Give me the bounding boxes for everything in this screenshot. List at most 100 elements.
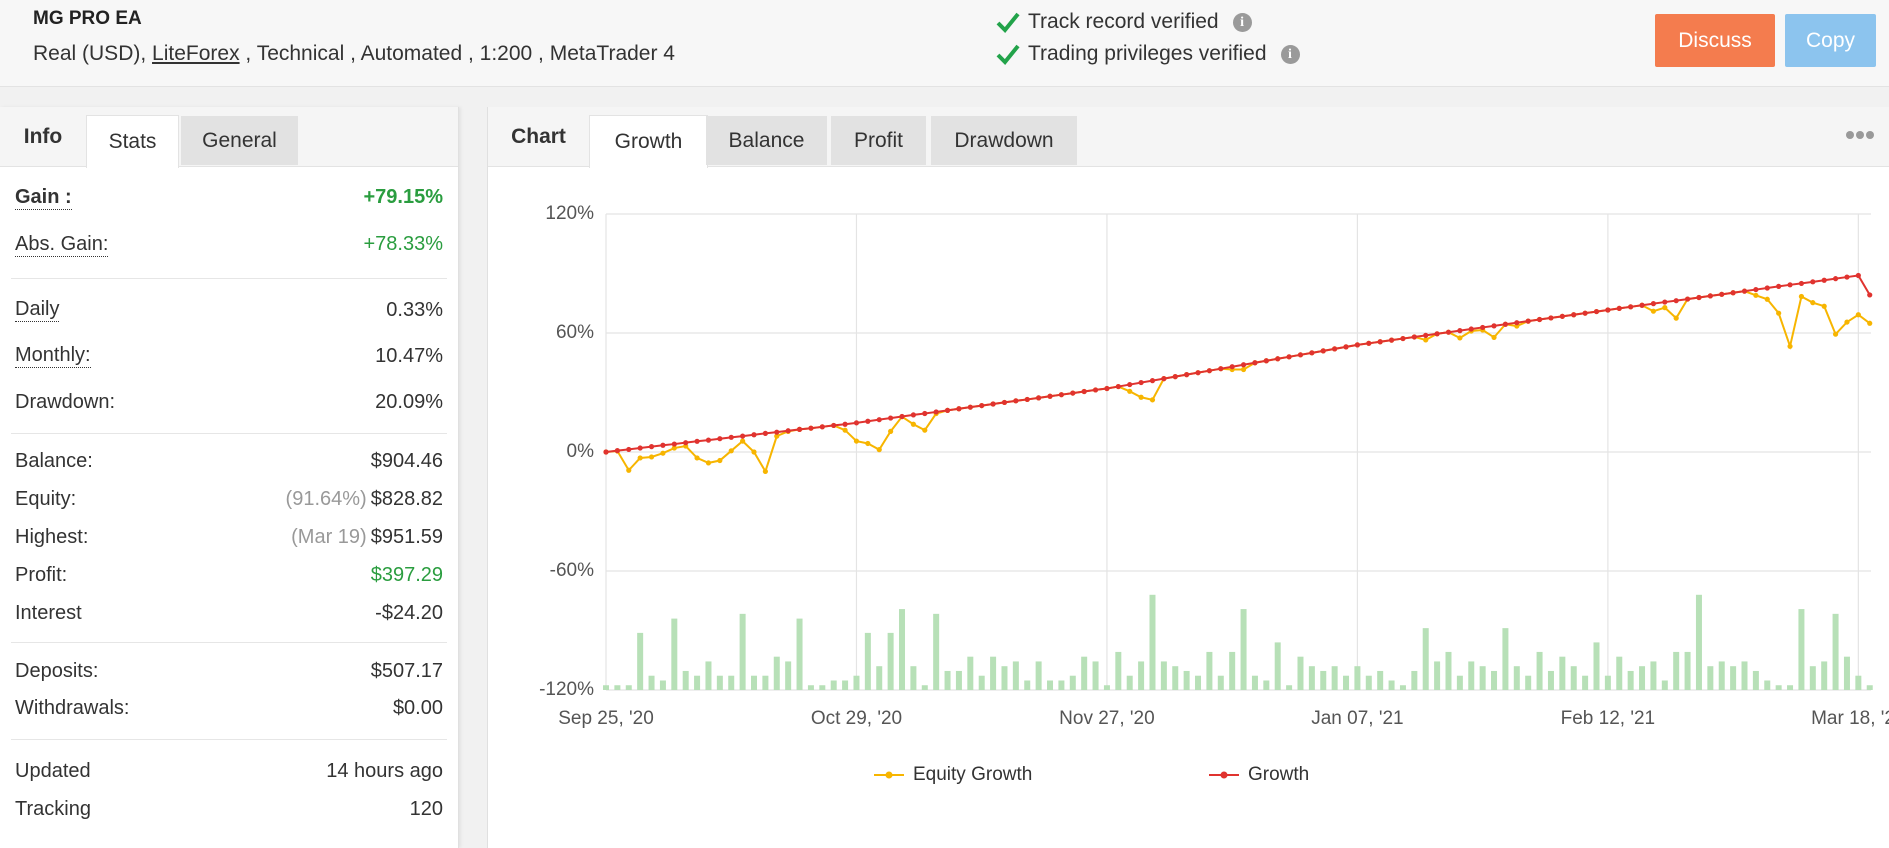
broker-link[interactable]: LiteForex (152, 42, 240, 65)
series-point (1832, 331, 1839, 337)
series-point (774, 429, 780, 435)
series-point (1047, 393, 1053, 399)
stat-label: Monthly: (15, 344, 91, 368)
bar (1365, 675, 1372, 690)
stat-label: Abs. Gain: (15, 232, 109, 257)
series-point (1662, 305, 1668, 311)
series-point (751, 432, 757, 438)
series-point (944, 407, 951, 413)
series-point (1058, 392, 1064, 398)
series-point (1127, 388, 1133, 394)
bar (1149, 594, 1156, 690)
tab[interactable]: Profit (831, 116, 926, 165)
bar (682, 670, 689, 690)
series-point (1092, 387, 1099, 393)
series-point (1127, 381, 1133, 388)
info-icon[interactable]: i (1280, 44, 1300, 64)
bar (671, 618, 678, 690)
series-point (1787, 343, 1793, 349)
stat-label: Deposits: (15, 660, 99, 682)
series-point (1548, 315, 1554, 321)
bar (1160, 661, 1167, 690)
chart-panel: Chart Growth Balance Profit Drawdown 120… (487, 107, 1889, 848)
series-point (1457, 335, 1463, 341)
series-point (1741, 288, 1748, 294)
bar (1399, 685, 1406, 690)
menu-icon[interactable] (1845, 129, 1875, 141)
series-point (1844, 274, 1850, 280)
bar (1012, 661, 1019, 690)
bar (1274, 642, 1281, 690)
x-tick-label: Sep 25, '20 (558, 708, 654, 729)
info-icon[interactable]: i (1232, 12, 1252, 32)
series-point (842, 421, 848, 427)
bar (1217, 675, 1224, 690)
bar (762, 675, 769, 690)
series-point (990, 401, 996, 407)
tab[interactable]: Growth (589, 115, 708, 168)
series-point (1867, 320, 1873, 326)
series-point (1707, 293, 1713, 299)
bar (1525, 675, 1532, 690)
series-point (1673, 315, 1679, 321)
header: MG PRO EA Real (USD), LiteForex , Techni… (0, 0, 1889, 87)
stat-label: Balance: (15, 449, 93, 472)
stat-label: Equity: (15, 487, 77, 510)
series-point (1195, 370, 1201, 376)
series-point (1730, 290, 1736, 296)
series-point (1400, 335, 1406, 342)
bar (1639, 666, 1646, 690)
discuss-button[interactable]: Discuss (1655, 14, 1775, 67)
series-point (1172, 374, 1178, 380)
verification-text: Trading privileges verified (1028, 42, 1267, 65)
tab[interactable]: General (181, 116, 298, 165)
stat-value: $507.17 (370, 660, 443, 682)
series-point (1297, 352, 1304, 358)
series-point (1616, 305, 1622, 312)
series-point (1855, 312, 1861, 318)
bar (694, 675, 701, 690)
series-point (1753, 292, 1759, 298)
stat-value-group: 10.47% (375, 345, 443, 368)
series-point (1832, 276, 1839, 282)
bar (842, 680, 849, 690)
series-point (1855, 272, 1861, 279)
bar (1024, 680, 1031, 690)
stat-label: Gain : (15, 185, 72, 210)
series-point (1445, 329, 1452, 335)
bar (1821, 661, 1828, 690)
series-point (808, 425, 814, 431)
series-point (1240, 366, 1247, 373)
bar (1695, 594, 1702, 690)
series-point (1650, 301, 1657, 307)
series-point (910, 412, 916, 418)
tab[interactable]: Drawdown (931, 116, 1077, 165)
series-point (865, 418, 871, 424)
bar (1115, 651, 1122, 690)
series-line (605, 290, 1871, 474)
series-point (1252, 360, 1258, 366)
series-point (1582, 310, 1588, 316)
bar (728, 675, 735, 690)
series-point (922, 427, 928, 433)
tab[interactable]: Balance (706, 116, 827, 165)
stat-label: Updated (15, 759, 91, 782)
stats-panel: Info Stats General Gain : +79.15% Abs. Gai… (0, 107, 459, 848)
bar (739, 613, 746, 690)
copy-button[interactable]: Copy (1785, 14, 1876, 67)
stats-group: Balance: $904.46 Equity: (91.64%) $828.82 Hig… (11, 434, 447, 643)
bar (1286, 685, 1293, 690)
series-point (1320, 348, 1326, 354)
stats-row: Gain : +79.15% (11, 174, 447, 221)
bar (978, 675, 985, 690)
series-point (717, 457, 723, 464)
tab[interactable]: Stats (86, 115, 179, 168)
series-point (1218, 366, 1224, 372)
y-tick-label: 120% (545, 203, 594, 224)
check-icon (996, 44, 1020, 65)
stat-value-group: $507.17 (371, 660, 443, 683)
x-tick-label: Nov 27, '20 (1059, 708, 1155, 729)
stat-value: -$24.20 (375, 601, 443, 624)
bar (1263, 680, 1270, 690)
stat-label: Withdrawals: (15, 697, 130, 719)
